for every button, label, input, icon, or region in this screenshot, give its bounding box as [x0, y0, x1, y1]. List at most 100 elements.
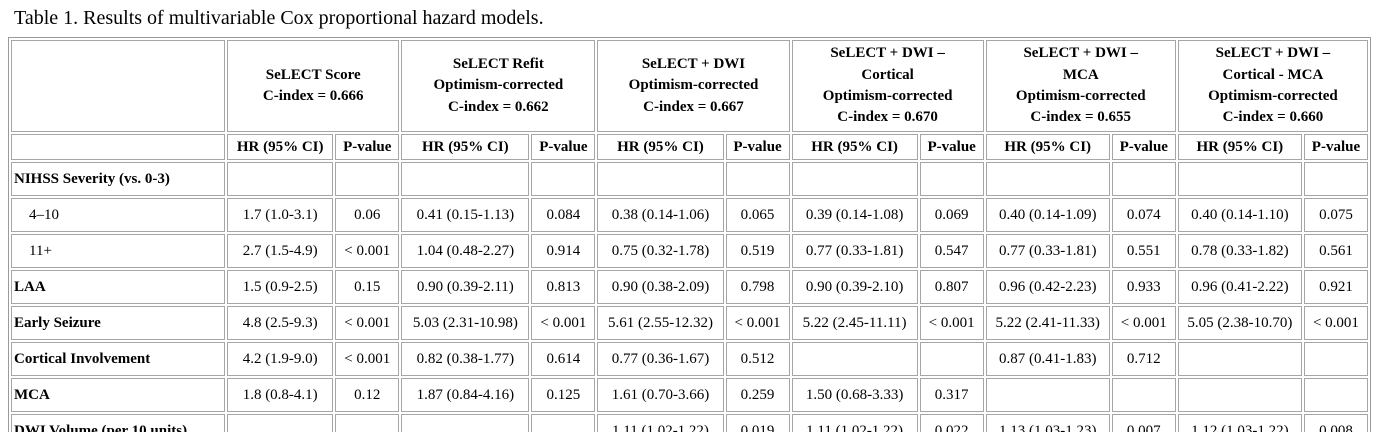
- hr-ci-cell: 0.96 (0.42-2.23): [985, 270, 1110, 304]
- hr-ci-cell: 0.90 (0.39-2.10): [791, 270, 918, 304]
- group-header-line: C-index = 0.667: [643, 98, 744, 115]
- p-value-cell: 0.519: [725, 234, 790, 268]
- group-header-line: SeLECT + DWI: [641, 56, 746, 73]
- row-label-cell: LAA: [11, 270, 226, 304]
- hr-ci-cell: 0.39 (0.14-1.08): [791, 198, 918, 232]
- hr-ci-cell: 1.12 (1.03-1.22): [1177, 414, 1302, 432]
- hr-ci-cell: 5.22 (2.45-11.11): [791, 306, 918, 340]
- p-value-cell: 0.259: [725, 378, 790, 412]
- group-header-select-dwi-mca: SeLECT + DWI – MCA Optimism-corrected C-ind…: [985, 40, 1176, 132]
- p-value-header-select-dwi-cortical-mca: P-value: [1303, 134, 1368, 160]
- group-header-select-refit: SeLECT Refit Optimism-corrected C-index = …: [401, 40, 596, 132]
- p-value-cell: < 0.001: [335, 342, 400, 376]
- table-body: NIHSS Severity (vs. 0-3) 4–10 1.7 (1.0-3.1…: [11, 162, 1368, 432]
- hr-ci-cell: 1.7 (1.0-3.1): [227, 198, 334, 232]
- hr-ci-cell: [985, 378, 1110, 412]
- group-header-line: SeLECT + DWI –: [1023, 45, 1139, 62]
- p-value-header-select-dwi-mca: P-value: [1111, 134, 1176, 160]
- group-header-line: SeLECT Refit: [452, 56, 544, 73]
- p-value-cell: 0.069: [919, 198, 984, 232]
- hr-ci-cell: 0.82 (0.38-1.77): [401, 342, 530, 376]
- p-value-cell: [531, 414, 596, 432]
- row-label-cell: MCA: [11, 378, 226, 412]
- hr-ci-cell: 0.77 (0.33-1.81): [985, 234, 1110, 268]
- p-value-cell: 0.798: [725, 270, 790, 304]
- p-value-cell: 0.614: [531, 342, 596, 376]
- hr-ci-cell: 1.61 (0.70-3.66): [597, 378, 724, 412]
- p-value-cell: [335, 162, 400, 196]
- group-header-line: Cortical - MCA: [1222, 66, 1324, 83]
- group-header-line: MCA: [1062, 66, 1099, 83]
- p-value-cell: [531, 162, 596, 196]
- row-label-cell: Cortical Involvement: [11, 342, 226, 376]
- hr-ci-cell: [227, 414, 334, 432]
- p-value-cell: [1303, 162, 1368, 196]
- table-row: DWI Volume (per 10 units) 1.11 (1.02-1.22…: [11, 414, 1368, 432]
- p-value-cell: [919, 342, 984, 376]
- row-label-cell: NIHSS Severity (vs. 0-3): [11, 162, 226, 196]
- hr-ci-cell: 1.50 (0.68-3.33): [791, 378, 918, 412]
- hr-ci-cell: 1.04 (0.48-2.27): [401, 234, 530, 268]
- hr-ci-cell: 1.8 (0.8-4.1): [227, 378, 334, 412]
- hr-ci-cell: [1177, 162, 1302, 196]
- p-value-cell: [1111, 378, 1176, 412]
- hr-ci-cell: 1.11 (1.02-1.22): [791, 414, 918, 432]
- hr-ci-cell: 5.03 (2.31-10.98): [401, 306, 530, 340]
- p-value-cell: < 0.001: [1111, 306, 1176, 340]
- p-value-cell: < 0.001: [335, 306, 400, 340]
- table-row: 4–10 1.7 (1.0-3.1) 0.06 0.41 (0.15-1.13) 0.0…: [11, 198, 1368, 232]
- row-label-cell: Early Seizure: [11, 306, 226, 340]
- group-header-line: SeLECT + DWI –: [830, 45, 945, 62]
- p-value-cell: 0.547: [919, 234, 984, 268]
- hr-ci-cell: 1.13 (1.03-1.23): [985, 414, 1110, 432]
- hr-ci-cell: 0.40 (0.14-1.10): [1177, 198, 1302, 232]
- hr-ci-cell: 0.90 (0.38-2.09): [597, 270, 724, 304]
- p-value-header-select-dwi: P-value: [725, 134, 790, 160]
- p-value-cell: 0.921: [1303, 270, 1368, 304]
- hr-ci-cell: 0.77 (0.36-1.67): [597, 342, 724, 376]
- hr-ci-cell: 4.8 (2.5-9.3): [227, 306, 334, 340]
- p-value-cell: 0.317: [919, 378, 984, 412]
- hr-ci-cell: [985, 162, 1110, 196]
- hr-ci-cell: 0.41 (0.15-1.13): [401, 198, 530, 232]
- group-header-line: Optimism-corrected: [1208, 88, 1338, 104]
- p-value-cell: 0.06: [335, 198, 400, 232]
- p-value-cell: 0.065: [725, 198, 790, 232]
- p-value-header-select-refit: P-value: [531, 134, 596, 160]
- p-value-cell: [1303, 378, 1368, 412]
- hr-ci-cell: [1177, 342, 1302, 376]
- hr-ci-cell: [401, 162, 530, 196]
- results-table: SeLECT Score C-index = 0.666 SeLECT Refit O…: [8, 37, 1371, 432]
- sub-header-row: HR (95% CI) P-value HR (95% CI) P-value HR (…: [11, 134, 1368, 160]
- p-value-cell: [1303, 342, 1368, 376]
- p-value-cell: 0.561: [1303, 234, 1368, 268]
- row-label-cell: 4–10: [11, 198, 226, 232]
- row-label-cell: DWI Volume (per 10 units): [11, 414, 226, 432]
- p-value-cell: [335, 414, 400, 432]
- table-row: Cortical Involvement 4.2 (1.9-9.0) < 0.001…: [11, 342, 1368, 376]
- hr-ci-header-select-dwi-cortical-mca: HR (95% CI): [1177, 134, 1302, 160]
- table-row: MCA 1.8 (0.8-4.1) 0.12 1.87 (0.84-4.16) 0.12…: [11, 378, 1368, 412]
- p-value-header-select-dwi-cortical: P-value: [919, 134, 984, 160]
- p-value-cell: 0.712: [1111, 342, 1176, 376]
- group-header-line: Optimism-corrected: [1015, 88, 1146, 104]
- p-value-cell: < 0.001: [919, 306, 984, 340]
- group-header-line: C-index = 0.670: [837, 109, 938, 126]
- hr-ci-cell: 0.78 (0.33-1.82): [1177, 234, 1302, 268]
- p-value-cell: < 0.001: [335, 234, 400, 268]
- hr-ci-header-select-dwi-cortical: HR (95% CI): [791, 134, 918, 160]
- group-header-select-dwi-cortical-mca: SeLECT + DWI – Cortical - MCA Optimism-cor…: [1177, 40, 1368, 132]
- group-header-line: C-index = 0.666: [262, 88, 364, 104]
- hr-ci-cell: [227, 162, 334, 196]
- group-header-line: Optimism-corrected: [628, 77, 759, 94]
- p-value-cell: [1111, 162, 1176, 196]
- p-value-cell: 0.007: [1111, 414, 1176, 432]
- hr-ci-cell: 0.38 (0.14-1.06): [597, 198, 724, 232]
- table-row: Early Seizure 4.8 (2.5-9.3) < 0.001 5.03 (2…: [11, 306, 1368, 340]
- hr-ci-header-select-dwi: HR (95% CI): [597, 134, 724, 160]
- group-header-line: Optimism-corrected: [822, 88, 953, 104]
- group-header-line: Optimism-corrected: [433, 77, 564, 94]
- table-head: SeLECT Score C-index = 0.666 SeLECT Refit O…: [11, 40, 1368, 160]
- group-header-line: C-index = 0.655: [1030, 109, 1132, 126]
